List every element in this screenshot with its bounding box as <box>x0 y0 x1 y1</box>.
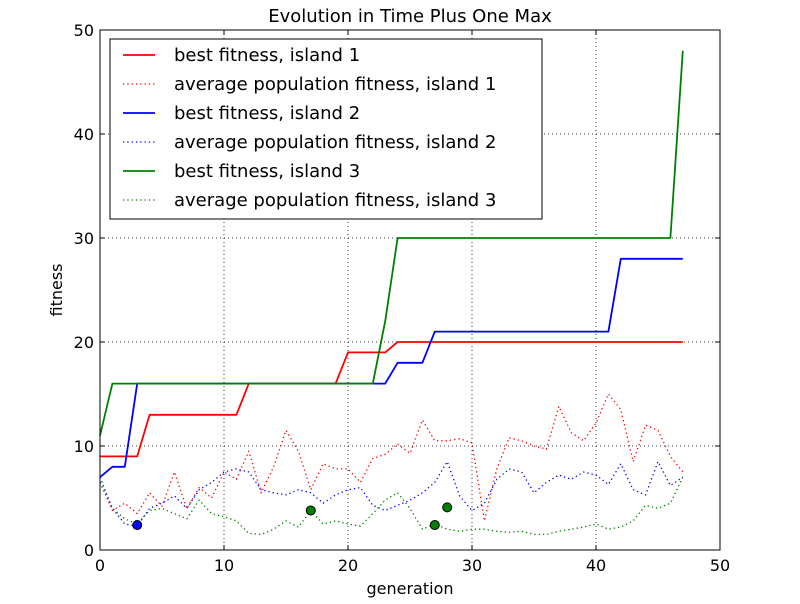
series-line-4 <box>99 460 684 527</box>
y-tick-label: 20 <box>74 333 94 352</box>
series-line-2 <box>99 393 684 522</box>
series-line-5 <box>99 50 684 436</box>
axis-ticks <box>99 29 721 551</box>
y-axis-label: fitness <box>47 263 66 316</box>
data-marker <box>132 520 143 531</box>
x-tick-label: 10 <box>214 556 234 575</box>
legend-label-4: average population fitness, island 2 <box>174 132 496 153</box>
y-tick-label: 0 <box>84 541 94 560</box>
chart-title: Evolution in Time Plus One Max <box>268 6 552 27</box>
plot-frame <box>99 29 721 551</box>
x-tick-label: 50 <box>710 556 730 575</box>
y-tick-label: 30 <box>74 229 94 248</box>
legend-label-6: average population fitness, island 3 <box>174 190 496 211</box>
y-tick-label: 10 <box>74 437 94 456</box>
data-marker <box>305 505 316 516</box>
marker-layer <box>132 502 453 531</box>
legend-label-5: best fitness, island 3 <box>174 161 360 182</box>
x-tick-labels: 0 10 20 30 40 50 <box>95 556 730 575</box>
data-marker <box>442 502 453 513</box>
y-tick-labels: 0 10 20 30 40 50 <box>74 21 94 560</box>
x-tick-label: 0 <box>95 556 105 575</box>
y-tick-label: 40 <box>74 125 94 144</box>
y-tick-label: 50 <box>74 21 94 40</box>
series-line-6 <box>99 476 684 536</box>
series-line-1 <box>100 341 683 458</box>
x-tick-label: 30 <box>462 556 482 575</box>
series-layer <box>99 50 684 536</box>
legend-label-3: best fitness, island 2 <box>174 103 360 124</box>
x-tick-label: 40 <box>586 556 606 575</box>
legend: best fitness, island 1 average population… <box>109 38 543 220</box>
legend-label-2: average population fitness, island 1 <box>174 74 496 95</box>
x-axis-label: generation <box>366 579 453 598</box>
legend-label-1: best fitness, island 1 <box>174 45 360 66</box>
x-tick-label: 20 <box>338 556 358 575</box>
legend-box <box>109 38 543 220</box>
data-marker <box>429 520 440 531</box>
series-line-3 <box>99 257 683 478</box>
